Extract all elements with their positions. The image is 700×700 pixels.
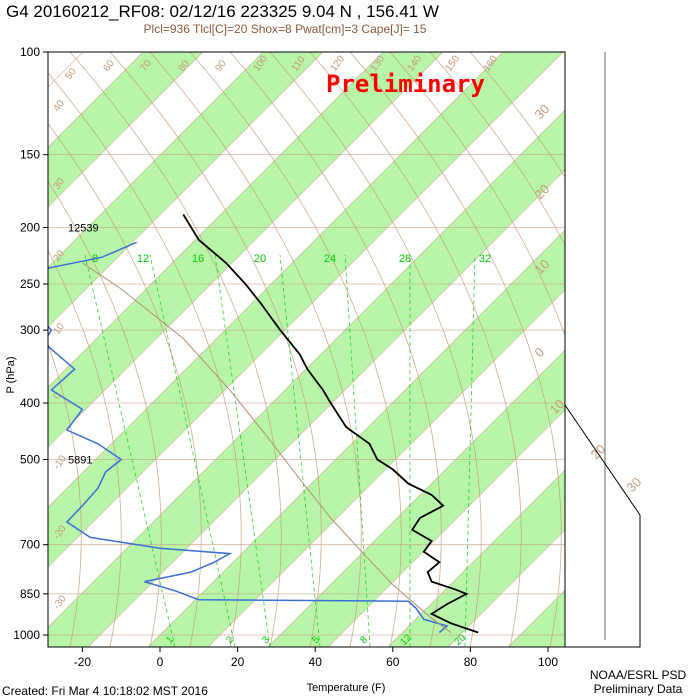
x-axis-label: Temperature (F): [307, 682, 386, 694]
isotherm-line: [207, 289, 565, 647]
dry-adiabat: [189, 52, 402, 647]
x-tick-label: 40: [309, 655, 323, 669]
isotherm-line: [387, 469, 565, 647]
chart-subtitle: Plcl=936 Tlcl[C]=20 Shox=8 Pwat[cm]=3 Ca…: [143, 22, 427, 36]
mixing-ratio-label: 12: [137, 253, 149, 265]
mixing-ratio-label: 28: [399, 253, 411, 265]
x-tick-label: 0: [157, 655, 164, 669]
dry-adiabat: [309, 52, 522, 647]
mixing-ratio-label: 20: [254, 253, 266, 265]
isotherm-label: 60: [101, 58, 117, 74]
isotherm-label: 40: [51, 98, 67, 114]
dry-adiabat: [269, 52, 482, 647]
mixing-ratio-label: 16: [192, 253, 204, 265]
dry-adiabat: [349, 52, 562, 647]
mixing-ratio-line: [344, 254, 371, 647]
green-band: [628, 52, 700, 647]
dry-adiabat: [48, 342, 82, 647]
isotherm-line: [147, 229, 565, 647]
y-tick-label: 300: [20, 323, 40, 337]
isotherm-line: [48, 52, 504, 508]
isotherm-line: [87, 169, 565, 647]
isotherm-line: [0, 52, 23, 647]
x-tick-label: 80: [464, 655, 478, 669]
isotherm-line: [447, 529, 565, 647]
x-tick-label: 20: [231, 655, 245, 669]
dry-adiabat: [48, 250, 122, 647]
mixing-ratio-label: 32: [479, 253, 491, 265]
isotherm-line: [568, 52, 700, 647]
wind-panel-outline: [564, 52, 641, 648]
dry-adiabat: [149, 52, 362, 647]
dry-adiabat: [389, 52, 565, 337]
isotherm-line: [48, 52, 564, 568]
right-isotherm-label: 30: [532, 101, 553, 122]
y-axis-label: P (hPa): [5, 356, 17, 393]
y-tick-label: 200: [20, 221, 40, 235]
mixing-ratio-line: [149, 254, 236, 647]
y-tick-label: 400: [20, 396, 40, 410]
y-tick-label: 100: [20, 45, 40, 59]
x-tick-label: 100: [538, 655, 558, 669]
y-tick-label: 150: [20, 148, 40, 162]
y-tick-label: 500: [20, 452, 40, 466]
isotherm-label: -10: [51, 453, 69, 472]
dewpoint-line: [48, 241, 449, 634]
x-tick-label: -20: [74, 655, 92, 669]
isotherm-line: [48, 52, 264, 268]
parcel-line: [82, 262, 452, 633]
y-tick-label: 250: [20, 277, 40, 291]
y-tick-label: 1000: [13, 628, 40, 642]
created-timestamp: Created: Fri Mar 4 10:18:02 MST 2016: [2, 684, 208, 698]
credit-line-1: NOAA/ESRL PSD: [589, 668, 687, 682]
dry-adiabat: [48, 180, 162, 647]
dry-adiabat: [48, 123, 202, 647]
isotherm-label: 50: [63, 66, 79, 82]
height-label: 12539: [68, 223, 99, 235]
mixing-ratio-bottom-label: 8: [358, 634, 370, 646]
x-tick-label: 60: [386, 655, 400, 669]
isotherm-line: [48, 52, 204, 208]
right-isotherm-label: 0: [532, 344, 548, 360]
credit-line-2: Preliminary Data: [593, 682, 683, 696]
isotherm-line: [267, 349, 565, 647]
mixing-ratio-label: 24: [324, 253, 336, 265]
chart-title: G4 20160212_RF08: 02/12/16 223325 9.04 N…: [6, 2, 439, 21]
dry-adiabat: [109, 52, 322, 647]
isotherm-line: [48, 52, 324, 328]
mixing-ratio-line: [464, 254, 476, 647]
dry-adiabat: [429, 52, 565, 247]
y-tick-label: 700: [20, 538, 40, 552]
mixing-ratio-line: [214, 254, 271, 647]
isotherm-label: 90: [213, 58, 229, 74]
dry-adiabat: [69, 52, 282, 647]
isotherm-line: [688, 52, 700, 647]
preliminary-watermark: Preliminary: [326, 70, 485, 98]
green-band: [48, 110, 565, 647]
mixing-ratio-line: [279, 254, 321, 647]
isotherm-line: [48, 109, 565, 628]
temperature-line: [182, 214, 479, 634]
dry-adiabat: [48, 72, 242, 647]
isotherm-line: [48, 52, 384, 388]
isotherm-label: 10: [51, 321, 67, 337]
right-isotherm-label: 30: [624, 474, 645, 495]
isotherm-line: [48, 52, 444, 448]
height-label: 5891: [68, 454, 92, 466]
isotherm-line: [628, 52, 700, 647]
y-tick-label: 850: [20, 587, 40, 601]
dry-adiabat: [469, 52, 565, 178]
isotherm-label: 0: [51, 390, 63, 401]
